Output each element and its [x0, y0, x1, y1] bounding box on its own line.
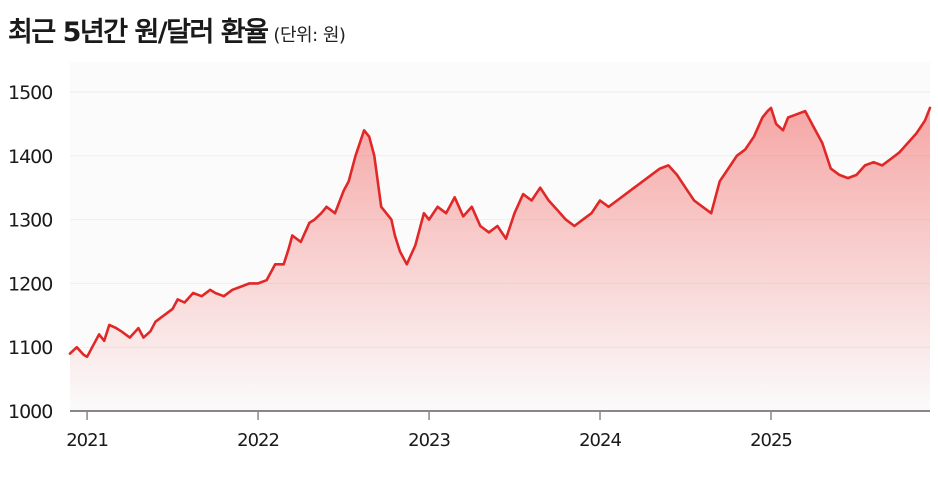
area-fill — [70, 107, 930, 412]
unit-label: (단위: 원) — [273, 25, 346, 46]
y-tick-label: 1200 — [8, 273, 52, 295]
x-tick-label: 2025 — [750, 430, 792, 451]
y-tick-label: 1000 — [8, 401, 52, 423]
x-tick-label: 2024 — [579, 430, 621, 451]
x-tick-label: 2023 — [408, 430, 450, 451]
x-axis-ticks: 2021 2022 2023 2024 2025 — [66, 411, 793, 451]
x-tick-label: 2022 — [237, 430, 279, 451]
chart-header: 최근 5년간 원/달러 환율 (단위: 원) — [8, 10, 346, 50]
y-tick-label: 1300 — [8, 210, 52, 232]
chart-title: 최근 5년간 원/달러 환율 — [8, 17, 269, 48]
exchange-rate-line — [68, 106, 932, 359]
y-axis-tick-labels: 1000 1100 1200 1300 1400 1500 — [8, 82, 53, 423]
y-tick-label: 1100 — [8, 337, 52, 359]
x-tick-label: 2021 — [66, 430, 108, 451]
y-tick-label: 1500 — [8, 82, 52, 104]
y-tick-label: 1400 — [8, 146, 52, 168]
